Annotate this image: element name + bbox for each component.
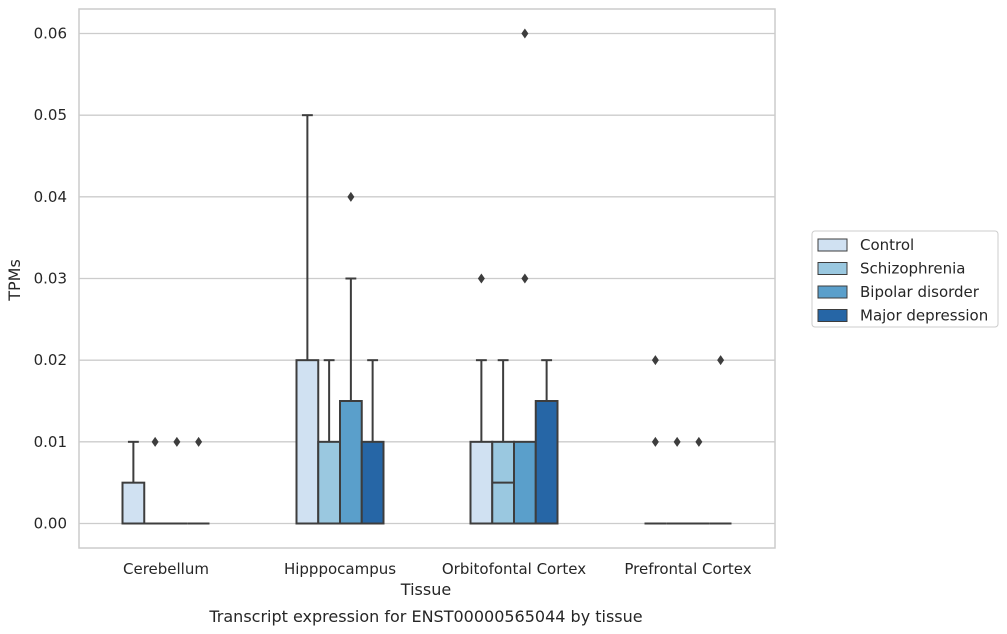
box [295, 114, 320, 525]
outlier-point [521, 28, 529, 39]
box-body [295, 359, 320, 525]
outlier-point [477, 273, 485, 284]
legend-swatch [817, 262, 848, 275]
box-body [360, 440, 385, 525]
y-tick-label: 0.05 [34, 106, 67, 124]
box [688, 436, 710, 525]
legend-label: Bipolar disorder [860, 283, 980, 301]
box [187, 436, 210, 525]
legend-swatch [817, 309, 848, 322]
outlier-point [673, 436, 681, 447]
box [144, 436, 166, 525]
outlier-point [695, 436, 703, 447]
legend-label: Schizophrenia [860, 260, 965, 278]
outlier-point [651, 355, 659, 366]
gridlines [79, 32, 775, 525]
box [166, 436, 188, 525]
y-tick-label: 0.00 [34, 515, 67, 533]
box [360, 359, 385, 525]
box [339, 191, 363, 525]
y-axis-label: TPMs [5, 259, 24, 302]
box-body [339, 400, 363, 525]
box [534, 359, 559, 525]
outlier-point [347, 191, 355, 202]
y-tick-label: 0.01 [34, 433, 67, 451]
y-tick-label: 0.02 [34, 351, 67, 369]
legend: Control Schizophrenia Bipolar disorder Majo… [811, 230, 999, 328]
box [317, 359, 341, 525]
legend-frame [811, 230, 999, 328]
x-tick-label: Hipppocampus [284, 560, 396, 578]
x-axis-ticks: Cerebellum Hipppocampus Orbitofontal Corte… [123, 560, 752, 578]
y-tick-label: 0.04 [34, 188, 67, 206]
box [469, 273, 494, 525]
box-body [121, 481, 146, 525]
y-tick-label: 0.06 [34, 25, 67, 43]
box [666, 436, 688, 525]
outlier-point [151, 436, 159, 447]
y-tick-label: 0.03 [34, 270, 67, 288]
box [709, 355, 732, 525]
x-tick-label: Prefrontal Cortex [624, 560, 751, 578]
box [513, 28, 537, 525]
outlier-point [173, 436, 181, 447]
legend-label: Major depression [860, 307, 988, 325]
plot-frame [78, 8, 776, 549]
legend-label: Control [860, 236, 914, 254]
x-tick-label: Orbitofontal Cortex [442, 560, 586, 578]
box-body [513, 440, 537, 525]
box-body [534, 400, 559, 525]
outlier-point [195, 436, 203, 447]
outlier-point [521, 273, 529, 284]
y-axis-ticks: 0.00 0.01 0.02 0.03 0.04 0.05 0.06 [34, 25, 67, 533]
box-body [317, 440, 341, 525]
outlier-point [717, 355, 725, 366]
chart-caption: Transcript expression for ENST0000056504… [208, 607, 642, 626]
box-plot-marks [121, 28, 732, 525]
legend-swatch [817, 238, 848, 252]
x-tick-label: Cerebellum [123, 560, 209, 578]
box [491, 359, 515, 525]
box [644, 355, 667, 525]
x-axis-label: Tissue [400, 580, 451, 599]
legend-swatch [817, 285, 848, 299]
box [121, 440, 146, 525]
outlier-point [651, 436, 659, 447]
box-body [469, 440, 494, 525]
